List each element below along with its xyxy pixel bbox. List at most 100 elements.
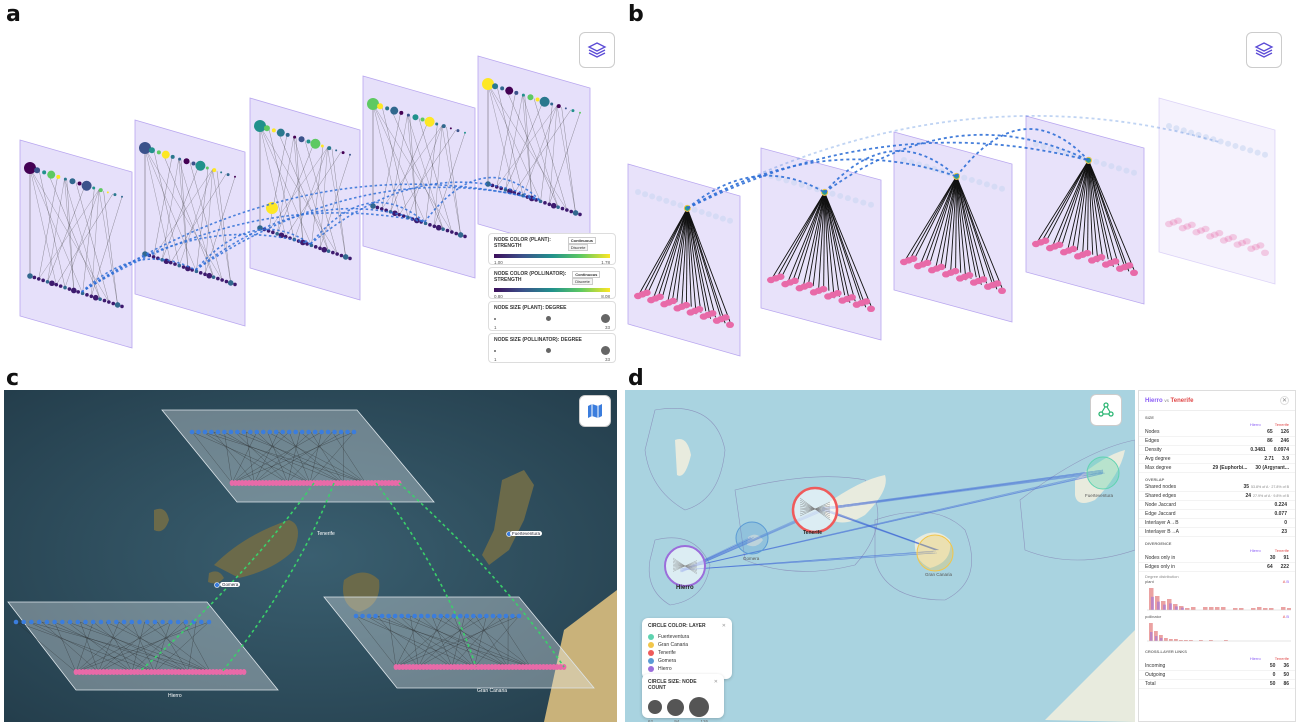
- satellite-map-view[interactable]: Tenerife Fuerteventura Gomera Hierro Gra…: [4, 390, 617, 722]
- hub-edge: [903, 176, 957, 263]
- edge: [75, 182, 110, 303]
- pollinator-node: [239, 480, 245, 486]
- faded-node: [727, 217, 733, 224]
- edge: [451, 615, 465, 668]
- plant-node: [390, 106, 399, 115]
- row-label: Node Jaccard: [1145, 502, 1176, 508]
- hub-edge: [686, 208, 716, 318]
- pollinator-node: [294, 480, 300, 486]
- edge: [56, 193, 113, 285]
- hub-edge: [1035, 160, 1089, 245]
- faded-node: [1188, 129, 1195, 136]
- edge: [464, 615, 531, 668]
- discrete-toggle-2[interactable]: Discrete: [572, 278, 593, 285]
- legend-item-tenerife[interactable]: Tenerife: [648, 650, 726, 656]
- pollinator-node: [375, 205, 380, 210]
- edge: [144, 621, 211, 673]
- histogram-bar: [1203, 607, 1208, 610]
- hub-edge: [824, 192, 872, 306]
- edge: [161, 165, 200, 260]
- network-toggle-button[interactable]: [1090, 394, 1122, 426]
- layer-plane: [1158, 97, 1276, 285]
- plant-node: [209, 429, 214, 435]
- connection-line: [821, 469, 1104, 510]
- continuous-toggle[interactable]: Continuous: [567, 237, 596, 244]
- legend-item-gran-canaria[interactable]: Gran Canaria: [648, 642, 726, 648]
- connection-line: [821, 470, 1104, 509]
- plant-node: [189, 429, 195, 435]
- color-swatch: [648, 634, 654, 640]
- interlayer-link: [309, 201, 426, 245]
- region-boundary: [874, 511, 972, 601]
- plant-node: [510, 613, 515, 619]
- pollinator-node: [819, 285, 828, 293]
- legend-item-fuerteventura[interactable]: Fuerteventura: [648, 634, 726, 640]
- map-label-gomera-c: Gomera: [220, 582, 241, 587]
- row-label: Shared nodes: [1145, 484, 1177, 490]
- histogram-bar: [1281, 607, 1286, 610]
- legend-item-hierro[interactable]: Hierro: [648, 666, 726, 672]
- ab-legend-a-2: A: [1282, 614, 1286, 619]
- connection-line: [821, 471, 1104, 511]
- close-icon[interactable]: ✕: [713, 679, 718, 685]
- continuous-toggle-2[interactable]: Continuous: [572, 271, 601, 278]
- edge: [382, 106, 409, 218]
- edge: [395, 615, 520, 668]
- interlayer-link: [686, 174, 826, 210]
- edge: [67, 621, 211, 673]
- edge: [506, 89, 559, 208]
- edge: [355, 615, 397, 668]
- hub-edge: [956, 176, 982, 285]
- plant-node: [399, 110, 404, 115]
- map-circle-view[interactable]: Tenerife Fuerteventura Gomera Hierro Gra…: [625, 390, 1135, 722]
- plant-node: [345, 429, 350, 435]
- size-value-max: 126: [700, 719, 708, 722]
- layer-comparison-panel[interactable]: Hierro vs Tenerife ✕ SIZE Hierro Tenerife…: [1138, 390, 1296, 722]
- edge: [474, 615, 487, 668]
- row-label: Incoming: [1145, 663, 1166, 669]
- close-icon[interactable]: ✕: [1280, 396, 1289, 405]
- plant-node: [405, 613, 411, 619]
- plant-node: [13, 619, 19, 625]
- pollinator-node: [1187, 221, 1196, 229]
- map-canvas-c[interactable]: [4, 390, 617, 722]
- edge: [75, 621, 171, 673]
- layers-toggle-button-a[interactable]: [579, 32, 615, 68]
- pollinator-node: [63, 285, 67, 290]
- ab-legend-b: B: [1286, 579, 1289, 584]
- faded-node: [852, 197, 859, 204]
- map-canvas-d[interactable]: [625, 390, 1135, 722]
- edge: [98, 621, 120, 673]
- pollinator-node: [432, 224, 437, 229]
- hub-edge: [929, 176, 957, 264]
- size-value-mid: 94: [674, 719, 680, 722]
- multilayer-3d-view-focus[interactable]: [624, 28, 1296, 364]
- pollinator-node: [284, 480, 289, 486]
- discrete-toggle[interactable]: Discrete: [567, 244, 589, 251]
- map-toggle-button[interactable]: [579, 395, 611, 427]
- multilayer-canvas-b[interactable]: [624, 28, 1296, 364]
- pollinator-node: [523, 664, 529, 670]
- pollinator-node: [389, 480, 395, 486]
- plant-dist-label: plant: [1145, 579, 1154, 584]
- pollinator-node: [142, 669, 147, 675]
- legend-item-gomera[interactable]: Gomera: [648, 658, 726, 664]
- hub-edge: [666, 208, 688, 306]
- layer-circle-tenerife: [791, 486, 839, 534]
- plant-node: [444, 613, 450, 619]
- pollinator-node: [206, 272, 213, 279]
- faded-node: [1131, 169, 1137, 176]
- layers-toggle-button-b[interactable]: [1246, 32, 1282, 68]
- row-label: Shared edges: [1145, 493, 1177, 499]
- plant-node: [34, 167, 41, 174]
- connection-line: [821, 470, 1104, 510]
- legend-pollinator-color: NODE COLOR (POLLINATOR): STRENGTH Contin…: [488, 267, 616, 299]
- hub-edge: [817, 192, 826, 294]
- close-icon[interactable]: ✕: [721, 623, 726, 629]
- plant-node: [327, 146, 332, 151]
- row-label: Nodes: [1145, 429, 1160, 435]
- multilayer-canvas-a[interactable]: [0, 28, 622, 364]
- multilayer-3d-view-strength[interactable]: NODE COLOR (PLANT): STRENGTH ContinuousD…: [0, 28, 622, 364]
- pollinator-node: [339, 253, 344, 258]
- histogram-bar: [1269, 608, 1274, 610]
